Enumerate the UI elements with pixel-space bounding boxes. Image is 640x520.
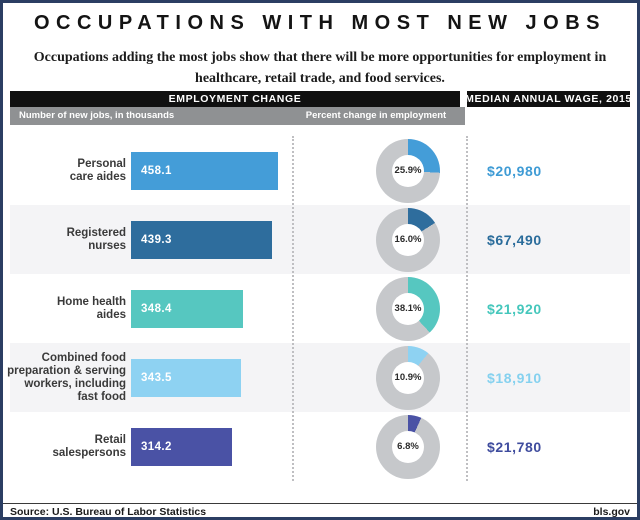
new-jobs-value: 458.1: [141, 164, 172, 177]
new-jobs-bar: 343.5: [131, 358, 241, 397]
percent-change-value: 6.8%: [397, 441, 419, 452]
donut-hole: 25.9%: [392, 154, 424, 187]
page-title: OCCUPATIONS WITH MOST NEW JOBS: [33, 12, 607, 34]
table-row: Retail salespersons 314.2 6.8% $21,780: [3, 412, 637, 481]
percent-change-donut: 6.8%: [376, 414, 440, 479]
footer-divider: [3, 503, 637, 504]
new-jobs-value: 348.4: [141, 302, 172, 315]
percent-change-donut: 38.1%: [376, 276, 440, 341]
column-header-employment-change: EMPLOYMENT CHANGE: [10, 91, 460, 107]
donut-hole: 6.8%: [392, 430, 424, 463]
donut-hole: 16.0%: [392, 223, 424, 256]
percent-change-donut: 25.9%: [376, 138, 440, 203]
subcolumn-new-jobs: Number of new jobs, in thousands: [19, 110, 175, 121]
percent-change-donut: 10.9%: [376, 345, 440, 410]
new-jobs-value: 314.2: [141, 440, 172, 453]
source-credit: Source: U.S. Bureau of Labor Statistics: [10, 506, 207, 518]
column-header-median-wage: MEDIAN ANNUAL WAGE, 2015: [465, 91, 632, 107]
table-row: Combined food preparation & serving work…: [3, 343, 637, 412]
median-wage-value: $67,490: [487, 231, 542, 248]
percent-change-value: 16.0%: [394, 234, 422, 245]
table-row: Home health aides 348.4 38.1% $21,920: [3, 274, 637, 343]
median-wage-value: $21,920: [487, 300, 542, 317]
chart-rows: Personal care aides 458.1 25.9% $20,980 …: [3, 136, 637, 481]
percent-change-value: 38.1%: [394, 303, 422, 314]
occupation-label: Combined food preparation & serving work…: [7, 351, 126, 403]
column-divider-dotted: [292, 136, 294, 481]
table-row: Registered nurses 439.3 16.0% $67,490: [3, 205, 637, 274]
new-jobs-bar: 458.1: [131, 151, 278, 190]
occupation-label: Retail salespersons: [52, 433, 126, 459]
occupation-label: Personal care aides: [69, 157, 126, 183]
median-wage-value: $18,910: [487, 369, 542, 386]
new-jobs-bar: 348.4: [131, 289, 243, 328]
new-jobs-bar: 314.2: [131, 427, 232, 466]
table-row: Personal care aides 458.1 25.9% $20,980: [3, 136, 637, 205]
occupation-label: Registered nurses: [66, 226, 126, 252]
column-divider-dotted: [466, 136, 468, 481]
percent-change-donut: 16.0%: [376, 207, 440, 272]
new-jobs-value: 439.3: [141, 233, 172, 246]
new-jobs-bar: 439.3: [131, 220, 272, 259]
footer: Source: U.S. Bureau of Labor Statistics …: [10, 506, 630, 518]
donut-hole: 10.9%: [392, 361, 424, 394]
subtitle: Occupations adding the most jobs show th…: [33, 50, 607, 86]
median-wage-value: $21,780: [487, 438, 542, 455]
bls-site-label: bls.gov: [593, 506, 630, 518]
percent-change-value: 10.9%: [394, 372, 422, 383]
sub-header-bar: Number of new jobs, in thousands Percent…: [10, 107, 465, 125]
percent-change-value: 25.9%: [394, 165, 422, 176]
donut-hole: 38.1%: [392, 292, 424, 325]
subcolumn-percent-change: Percent change in employment: [305, 110, 447, 121]
median-wage-value: $20,980: [487, 162, 542, 179]
new-jobs-value: 343.5: [141, 371, 172, 384]
occupation-label: Home health aides: [56, 295, 126, 321]
